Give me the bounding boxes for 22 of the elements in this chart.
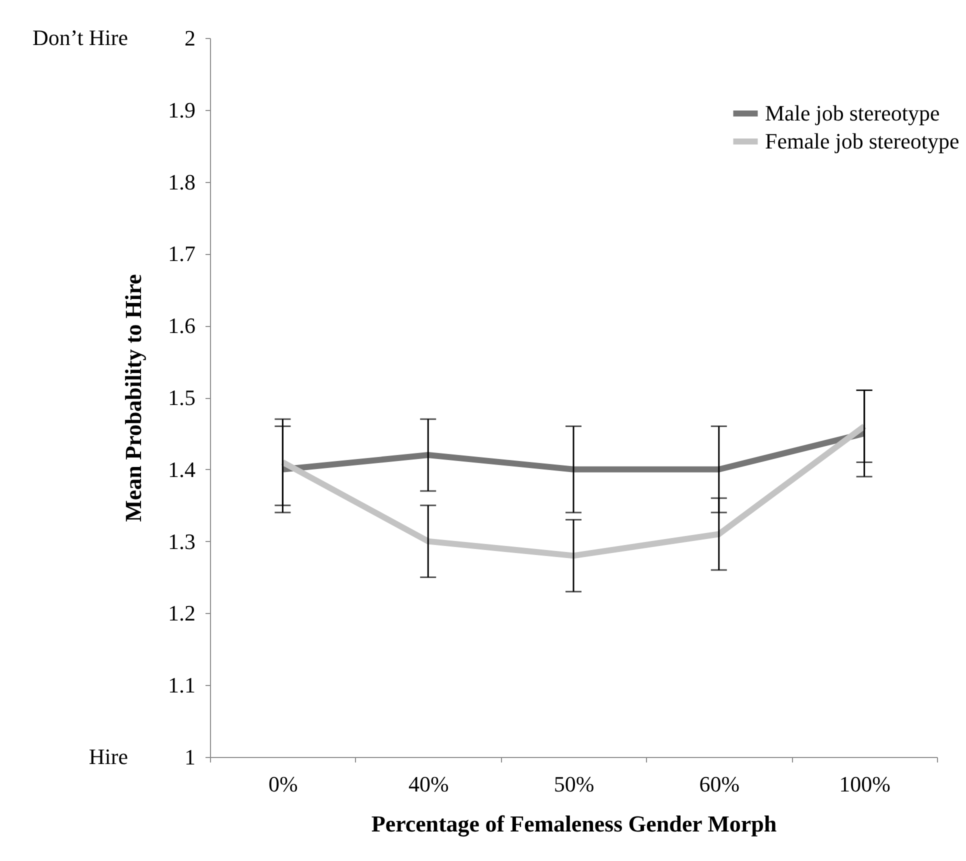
- y-tick-label: 1.5: [168, 385, 196, 410]
- y-axis-title: Mean Probability to Hire: [121, 274, 146, 522]
- y-tick-label: 1.3: [168, 528, 196, 554]
- y-tick-label: 1.2: [168, 600, 196, 626]
- y-tick-label: 1.6: [168, 313, 196, 338]
- text: Hire: [88, 744, 128, 769]
- x-tick-label: 100%: [839, 772, 890, 796]
- legend-label: Female job stereotype: [765, 128, 960, 154]
- text: Don’t Hire: [32, 25, 128, 50]
- x-tick-label: 0%: [268, 772, 298, 796]
- y-tick-label: 1: [184, 744, 196, 770]
- y-tick-label: 1.1: [168, 672, 196, 698]
- y-tick-label: 1.9: [168, 97, 196, 122]
- x-tick-label: 50%: [554, 772, 594, 796]
- x-tick-label: 60%: [699, 772, 740, 796]
- y-tick-label: 1.4: [168, 456, 196, 482]
- legend-label: Male job stereotype: [765, 100, 940, 126]
- y-tick-label: 1.8: [168, 169, 196, 194]
- y-tick-label: 2: [184, 26, 196, 50]
- x-axis-title: Percentage of Femaleness Gender Morph: [371, 812, 777, 838]
- y-tick-label: 1.7: [168, 241, 196, 266]
- x-tick-label: 40%: [408, 772, 449, 796]
